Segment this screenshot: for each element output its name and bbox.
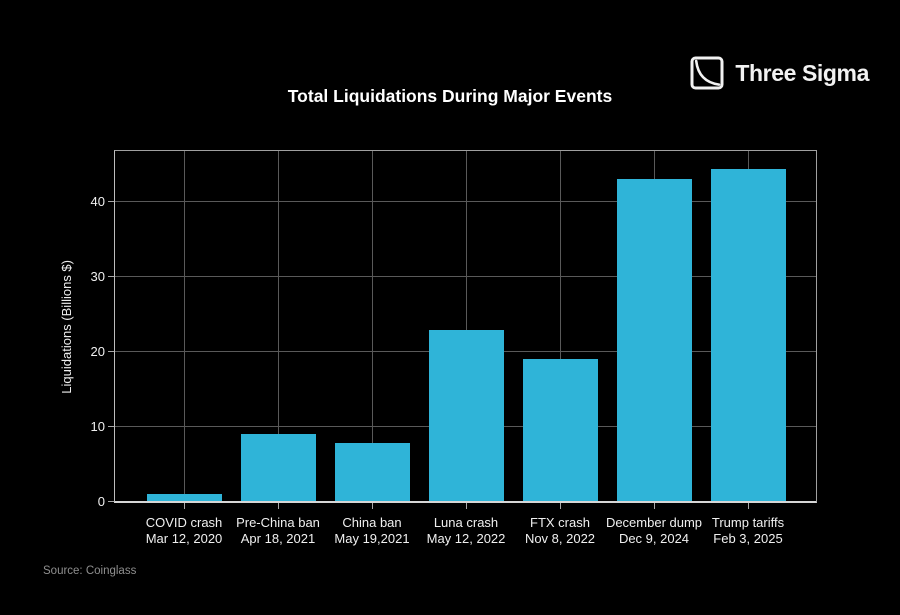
plot-area: 0 10 20 30 40 COVID crash Mar 12, 2020 Pre-Chin…: [91, 150, 817, 546]
x-tick-label: Luna crash May 12, 2022: [401, 515, 531, 546]
brand-logo: Three Sigma: [690, 55, 869, 91]
gridline-v: [277, 151, 279, 501]
gridline-v: [559, 151, 561, 501]
bar: [616, 178, 692, 501]
x-tick-label-event: Luna crash: [433, 515, 499, 530]
y-tick-label: 30: [90, 269, 105, 285]
x-tick-label-date: Feb 3, 2025: [713, 530, 783, 546]
gridline-v: [183, 151, 185, 501]
y-tick-label: 0: [97, 494, 105, 509]
gridline-v: [371, 151, 373, 501]
x-tick-label-event: COVID crash: [145, 515, 223, 530]
x-tick-label: FTX crash Nov 8, 2022: [495, 515, 625, 546]
x-tick-label-date: Mar 12, 2020: [145, 530, 223, 546]
x-tick-mark: [371, 503, 373, 509]
bar: [146, 493, 222, 501]
x-tick-label-event: Trump tariffs: [711, 515, 785, 530]
chart-title: Total Liquidations During Major Events: [287, 86, 613, 106]
x-tick-label: Trump tariffs Feb 3, 2025: [683, 515, 813, 546]
gridline-h: [115, 200, 816, 202]
x-tick-label: COVID crash Mar 12, 2020: [119, 515, 249, 546]
y-tick-label: 10: [90, 419, 105, 435]
bar: [240, 433, 316, 501]
x-tick-label: China ban May 19,2021: [307, 515, 437, 546]
brand-name: Three Sigma: [735, 59, 869, 86]
x-tick-label-date: Apr 18, 2021: [240, 530, 316, 546]
three-sigma-icon: [690, 56, 724, 90]
x-tick-mark: [277, 503, 279, 509]
y-tick-mark: [108, 275, 114, 277]
y-tick-mark: [108, 425, 114, 427]
x-tick-mark: [183, 503, 185, 509]
x-tick-label: December dump Dec 9, 2024: [589, 515, 719, 546]
x-tick-mark: [747, 503, 749, 509]
gridline-h: [115, 275, 816, 277]
x-tick-mark: [559, 503, 561, 509]
x-tick-label: Pre-China ban Apr 18, 2021: [213, 515, 343, 546]
x-tick-label-event: Pre-China ban: [236, 515, 320, 530]
x-tick-mark: [465, 503, 467, 509]
bar: [522, 358, 598, 501]
bar: [428, 330, 504, 501]
bar: [710, 169, 786, 501]
y-tick-label: 20: [90, 344, 105, 360]
x-tick-label-date: May 19,2021: [334, 530, 410, 546]
source-note: Source: Coinglass: [43, 565, 137, 577]
x-tick-label-date: May 12, 2022: [426, 530, 506, 546]
x-tick-label-event: China ban: [342, 515, 402, 530]
x-tick-label-date: Nov 8, 2022: [524, 530, 596, 546]
x-tick-label-date: Dec 9, 2024: [618, 530, 690, 546]
y-tick-label: 40: [90, 194, 105, 210]
y-tick-mark: [108, 350, 114, 352]
bar: [334, 442, 410, 501]
x-tick-label-event: FTX crash: [530, 515, 590, 530]
y-tick-mark: [108, 500, 114, 502]
x-tick-label-event: December dump: [605, 515, 703, 530]
x-tick-mark: [653, 503, 655, 509]
gridline-v: [465, 151, 467, 501]
y-tick-mark: [108, 200, 114, 202]
